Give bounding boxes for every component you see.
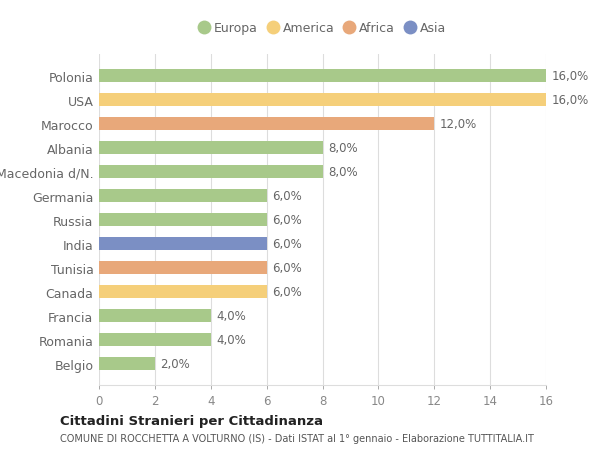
Bar (99, 118, 434, 131)
Text: Cittadini Stranieri per Cittadinanza: Cittadini Stranieri per Cittadinanza (60, 414, 323, 428)
Bar (99, 358, 155, 370)
Text: 6,0%: 6,0% (272, 238, 302, 251)
Legend: Europa, America, Africa, Asia: Europa, America, Africa, Asia (195, 18, 450, 39)
Bar (99, 238, 266, 251)
Bar (99, 166, 323, 179)
Bar (99, 70, 546, 83)
Bar (99, 190, 266, 203)
Text: 8,0%: 8,0% (328, 166, 358, 179)
Bar (99, 214, 266, 227)
Text: 6,0%: 6,0% (272, 214, 302, 227)
Text: 2,0%: 2,0% (160, 358, 190, 370)
Text: 6,0%: 6,0% (272, 190, 302, 203)
Text: 16,0%: 16,0% (551, 94, 589, 107)
Bar (99, 333, 211, 347)
Bar (99, 262, 266, 275)
Text: 6,0%: 6,0% (272, 285, 302, 299)
Bar (99, 142, 323, 155)
Text: 8,0%: 8,0% (328, 142, 358, 155)
Text: COMUNE DI ROCCHETTA A VOLTURNO (IS) - Dati ISTAT al 1° gennaio - Elaborazione TU: COMUNE DI ROCCHETTA A VOLTURNO (IS) - Da… (60, 433, 534, 442)
Text: 16,0%: 16,0% (551, 70, 589, 83)
Text: 4,0%: 4,0% (217, 309, 246, 323)
Bar (99, 309, 211, 323)
Text: 4,0%: 4,0% (217, 334, 246, 347)
Bar (99, 285, 266, 299)
Bar (99, 94, 546, 107)
Text: 6,0%: 6,0% (272, 262, 302, 274)
Text: 12,0%: 12,0% (440, 118, 477, 131)
